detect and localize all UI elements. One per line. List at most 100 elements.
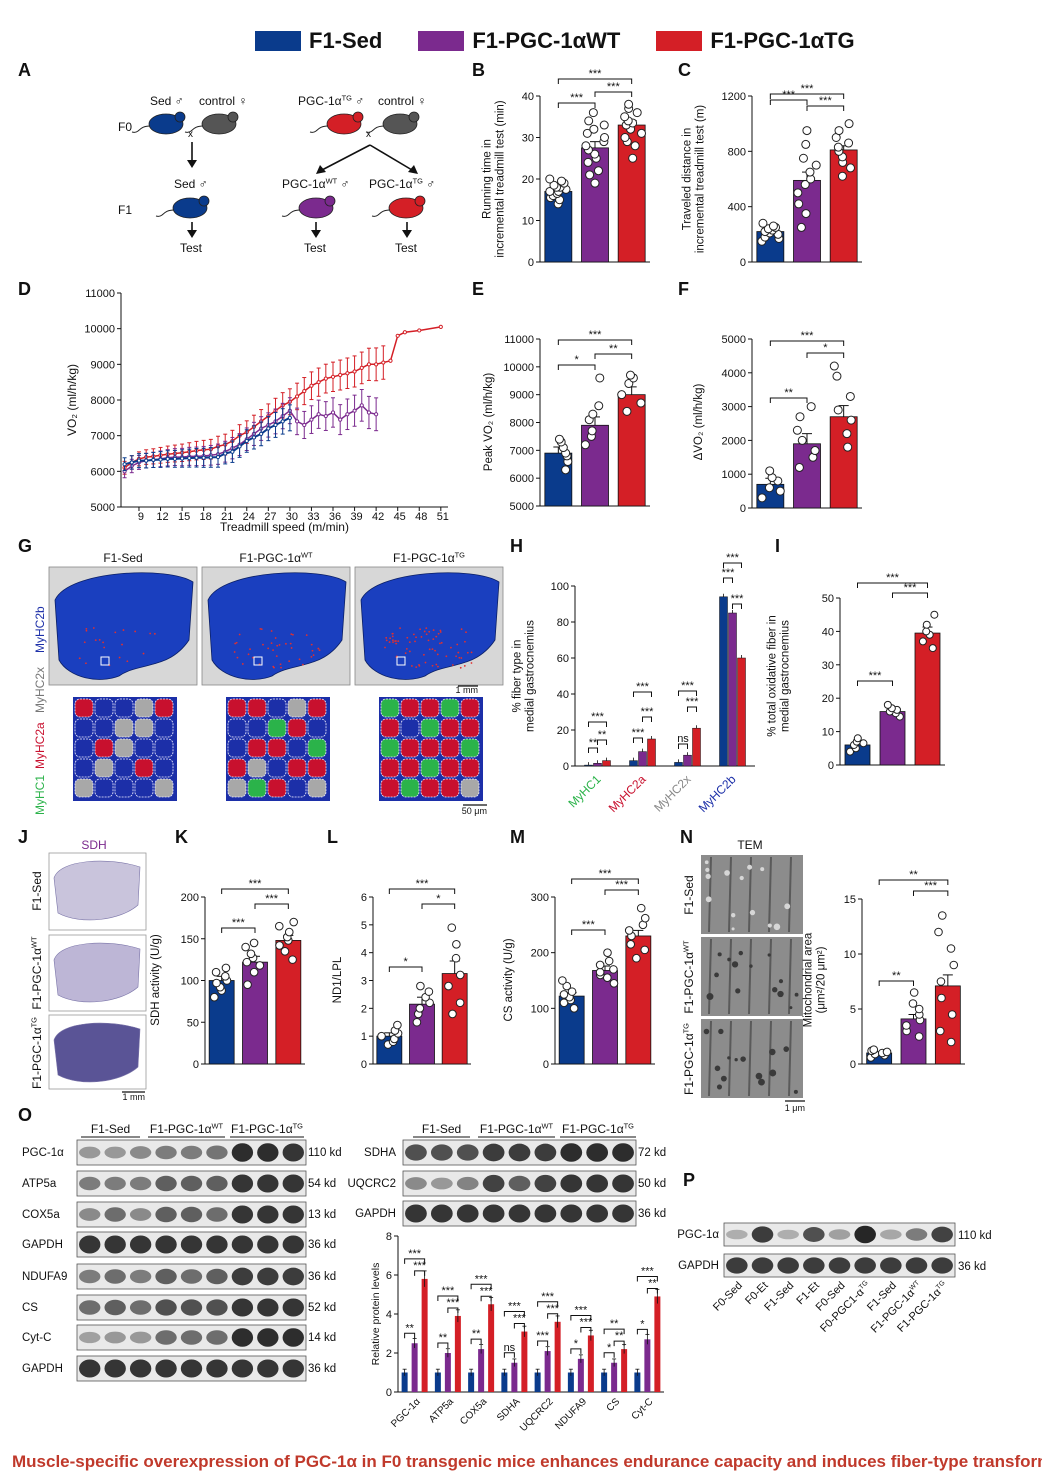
- y-tick-label: 0: [740, 257, 746, 269]
- muscle-fiber: [74, 698, 94, 718]
- zoom-box: [253, 656, 263, 666]
- tem-texture: [793, 1089, 798, 1094]
- tem-texture: [716, 1084, 723, 1090]
- oxidative-fiber-dot: [460, 628, 463, 631]
- mouse-tail: [281, 209, 301, 217]
- significance-bracket: [557, 364, 596, 370]
- muscle-fiber: [380, 758, 400, 778]
- blot-band: [129, 1235, 152, 1254]
- oxidative-fiber-dot: [317, 647, 320, 650]
- x-tick-label-ATP5a: ATP5a: [427, 1396, 456, 1425]
- y-tick-label: 0: [563, 761, 569, 773]
- x-tick-label-CS: CS: [605, 1396, 623, 1414]
- blot-label-P-GAPDH: GAPDH: [678, 1260, 719, 1272]
- y-tick-label: 300: [531, 892, 549, 904]
- significance-bracket: [557, 339, 633, 345]
- tem-image: [701, 1019, 803, 1098]
- muscle-fiber: [420, 758, 440, 778]
- blot-frame-P-PGC-1α: [723, 1222, 956, 1247]
- y-axis-M: 0 100 200 300: [531, 892, 556, 1071]
- significance-bracket: [437, 1342, 449, 1348]
- oxidative-fiber-dot: [241, 663, 244, 665]
- panelO-left-group-0: F1-Sed: [91, 1122, 130, 1136]
- blot-band: [180, 1359, 203, 1378]
- legend-swatch-sed: [255, 31, 301, 51]
- x-tick-label-MyHC2a: MyHC2a: [606, 772, 649, 815]
- significance-label: ***: [599, 868, 613, 880]
- blot-band: [155, 1268, 177, 1285]
- data-point: [764, 483, 774, 493]
- panelA-gen-f1: F1: [118, 203, 132, 217]
- tem-z-line: [768, 938, 772, 1015]
- y-axis-label: VO₂ (ml/h/kg): [65, 364, 79, 436]
- oxidative-fiber-dot: [414, 640, 416, 643]
- blot-band: [79, 1300, 101, 1315]
- tem-z-line: [728, 856, 732, 933]
- data-point: [590, 149, 600, 159]
- blot-band: [206, 1330, 228, 1345]
- blot-band: [129, 1269, 152, 1284]
- y-tick-label: 5: [361, 920, 367, 932]
- arrow-head: [187, 160, 197, 168]
- significance-bracket: [857, 680, 893, 686]
- significance-bracket: [633, 691, 652, 697]
- series-point: [237, 444, 242, 449]
- oxidative-fiber-dot: [425, 627, 428, 630]
- label-part: F1-PGC-1α: [682, 952, 696, 1014]
- legend-item-tg: F1-PGC-1αTG: [656, 28, 855, 54]
- series-point: [309, 383, 314, 388]
- blot-label-COX5a: COX5a: [22, 1209, 60, 1221]
- data-point: [549, 180, 559, 190]
- data-point: [588, 108, 598, 118]
- data-point: [448, 1009, 457, 1019]
- blot-band: [880, 1229, 902, 1240]
- y-tick-label: 0: [528, 257, 534, 269]
- significance-bracket: [723, 577, 733, 583]
- mouse-sed-f0: [131, 111, 186, 135]
- significance-bracket: [480, 1295, 492, 1302]
- tem-z-line: [728, 938, 732, 1015]
- data-point: [595, 967, 605, 977]
- y-axis-label: SDH activity (U/g): [150, 934, 162, 1026]
- tem-texture: [720, 1075, 727, 1082]
- label-superscript: TG: [293, 1121, 304, 1130]
- bar-COX5a-F1-PGC-1αTG: [488, 1304, 495, 1392]
- significance-label: ***: [480, 1285, 494, 1297]
- tem-texture: [749, 909, 756, 916]
- significance-label: ***: [731, 593, 745, 605]
- oxidative-fiber-dot: [391, 635, 394, 638]
- series-point: [366, 362, 372, 367]
- muscle-fiber: [460, 738, 480, 758]
- tem-texture: [794, 992, 799, 997]
- y-tick-label: 5: [850, 1004, 856, 1016]
- significance-label: ***: [570, 92, 584, 104]
- muscle-fiber: [247, 778, 267, 798]
- muscle-fiber: [114, 758, 134, 778]
- tem-z-line: [748, 938, 752, 1015]
- muscle-fiber: [94, 778, 114, 798]
- tem-texture: [738, 950, 744, 956]
- significance-bracket: [613, 1340, 625, 1347]
- oxidative-fiber-dot: [412, 633, 415, 636]
- muscle-fiber: [134, 718, 154, 738]
- data-point: [377, 1031, 386, 1041]
- muscle-fiber: [134, 698, 154, 718]
- blot-band: [612, 1143, 634, 1162]
- significance-bracket: [571, 878, 639, 884]
- tem-texture: [777, 990, 784, 998]
- blot-kd-label: 72 kd: [638, 1147, 666, 1159]
- blot-kd-label: 36 kd: [958, 1261, 986, 1273]
- blot-band: [180, 1145, 203, 1160]
- bar-SDHA-F1-PGC-1αTG: [521, 1331, 528, 1392]
- muscle-fiber: [114, 738, 134, 758]
- oxidative-fiber-dot: [404, 652, 407, 655]
- blot-label-P-PGC-1α: PGC-1α: [677, 1229, 719, 1241]
- significance-bracket: [513, 1323, 525, 1329]
- oxidative-fiber-dot: [121, 643, 123, 646]
- fiber-type-label-MyHC2x: MyHC2x: [33, 667, 47, 713]
- significance-label: ***: [446, 1297, 460, 1309]
- data-point: [902, 1021, 911, 1030]
- tem-texture: [706, 993, 714, 1001]
- y-axis-D: 5000 6000 7000 8000 9000 10000 11000: [84, 288, 122, 514]
- data-point: [447, 923, 457, 932]
